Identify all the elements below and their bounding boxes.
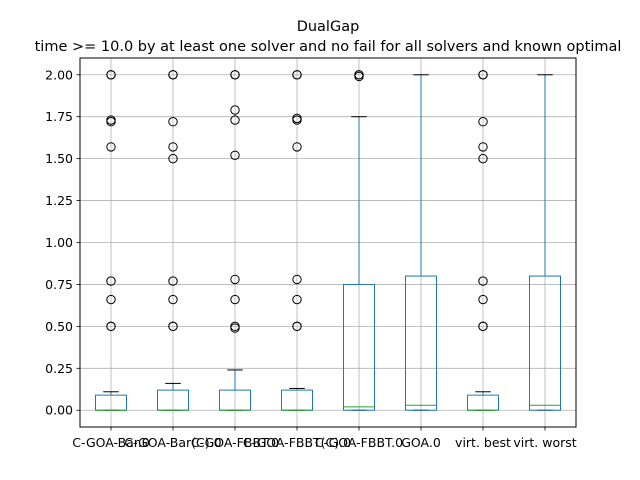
box-iqr (405, 275, 437, 411)
outlier-point (230, 294, 240, 305)
outlier-point (478, 321, 488, 332)
x-tick-label: C-GOA-Bar(C).0 (124, 435, 221, 450)
outlier-point (168, 142, 178, 152)
y-tick-label: 1.25 (45, 193, 73, 208)
outlier-point (354, 70, 364, 80)
outlier-point (106, 276, 116, 286)
x-tick-label: C-GOA-FBBT.0 (315, 435, 403, 450)
y-tick-label: 2.00 (45, 67, 73, 82)
x-axis: C-GOA-Bar.0C-GOA-Bar(C).0C-GOA-FBBT.0C-G… (72, 427, 577, 450)
outlier-point (230, 321, 240, 332)
outlier-point (478, 70, 488, 80)
outlier-point (168, 276, 178, 286)
x-tick-label: virt. best (455, 435, 511, 450)
y-tick-label: 0.50 (45, 319, 73, 334)
outlier-point (478, 294, 488, 305)
box-iqr (529, 275, 561, 411)
outlier-point (292, 321, 302, 332)
outlier-point (230, 274, 240, 285)
outlier-point (292, 113, 302, 124)
outlier-point (106, 115, 116, 125)
x-tick-label: C-GOA-FBBT(C).0 (243, 435, 351, 450)
y-axis: 0.00 0.25 0.50 0.75 1.00 1.25 1.50 1.75 2.00 (45, 67, 80, 418)
outlier-point (292, 70, 302, 80)
outlier-point (230, 150, 240, 160)
outlier-point (168, 117, 178, 127)
outlier-point (168, 321, 178, 332)
x-tick-label: GOA.0 (401, 435, 441, 450)
box-group (95, 70, 127, 411)
outlier-point (230, 70, 240, 80)
chart-title: DualGap (297, 19, 360, 35)
outlier-point (106, 142, 116, 152)
x-tick-label: virt. worst (513, 435, 576, 450)
y-tick-label: 0.00 (45, 403, 73, 418)
box-group (343, 70, 375, 411)
box-group (219, 70, 251, 411)
y-tick-label: 0.25 (45, 361, 73, 376)
box-group (281, 70, 313, 411)
outlier-point (106, 321, 116, 332)
x-tick-label: C-GOA-FBBT.0 (191, 435, 279, 450)
outlier-point (478, 117, 488, 127)
outlier-point (292, 294, 302, 305)
outlier-point (478, 142, 488, 152)
y-tick-label: 1.75 (45, 109, 73, 124)
outlier-point (230, 105, 240, 115)
boxes-layer (95, 70, 561, 411)
y-tick-label: 1.00 (45, 235, 73, 250)
box-group (529, 74, 561, 411)
outlier-point (168, 70, 178, 80)
box-iqr (343, 283, 375, 411)
box-group (157, 70, 189, 411)
y-tick-label: 1.50 (45, 151, 73, 166)
outlier-point (292, 142, 302, 152)
chart-subtitle: time >= 10.0 by at least one solver and … (35, 39, 622, 55)
outlier-point (168, 294, 178, 305)
x-tick-label: C-GOA-Bar.0 (72, 435, 150, 450)
y-tick-label: 0.75 (45, 277, 73, 292)
outlier-point (230, 115, 240, 125)
outlier-point (478, 153, 488, 164)
outlier-point (168, 153, 178, 164)
box-group (467, 70, 499, 411)
outlier-point (478, 276, 488, 286)
outlier-point (292, 274, 302, 285)
box-group (405, 74, 437, 411)
outlier-point (106, 294, 116, 305)
outlier-point (106, 70, 116, 80)
